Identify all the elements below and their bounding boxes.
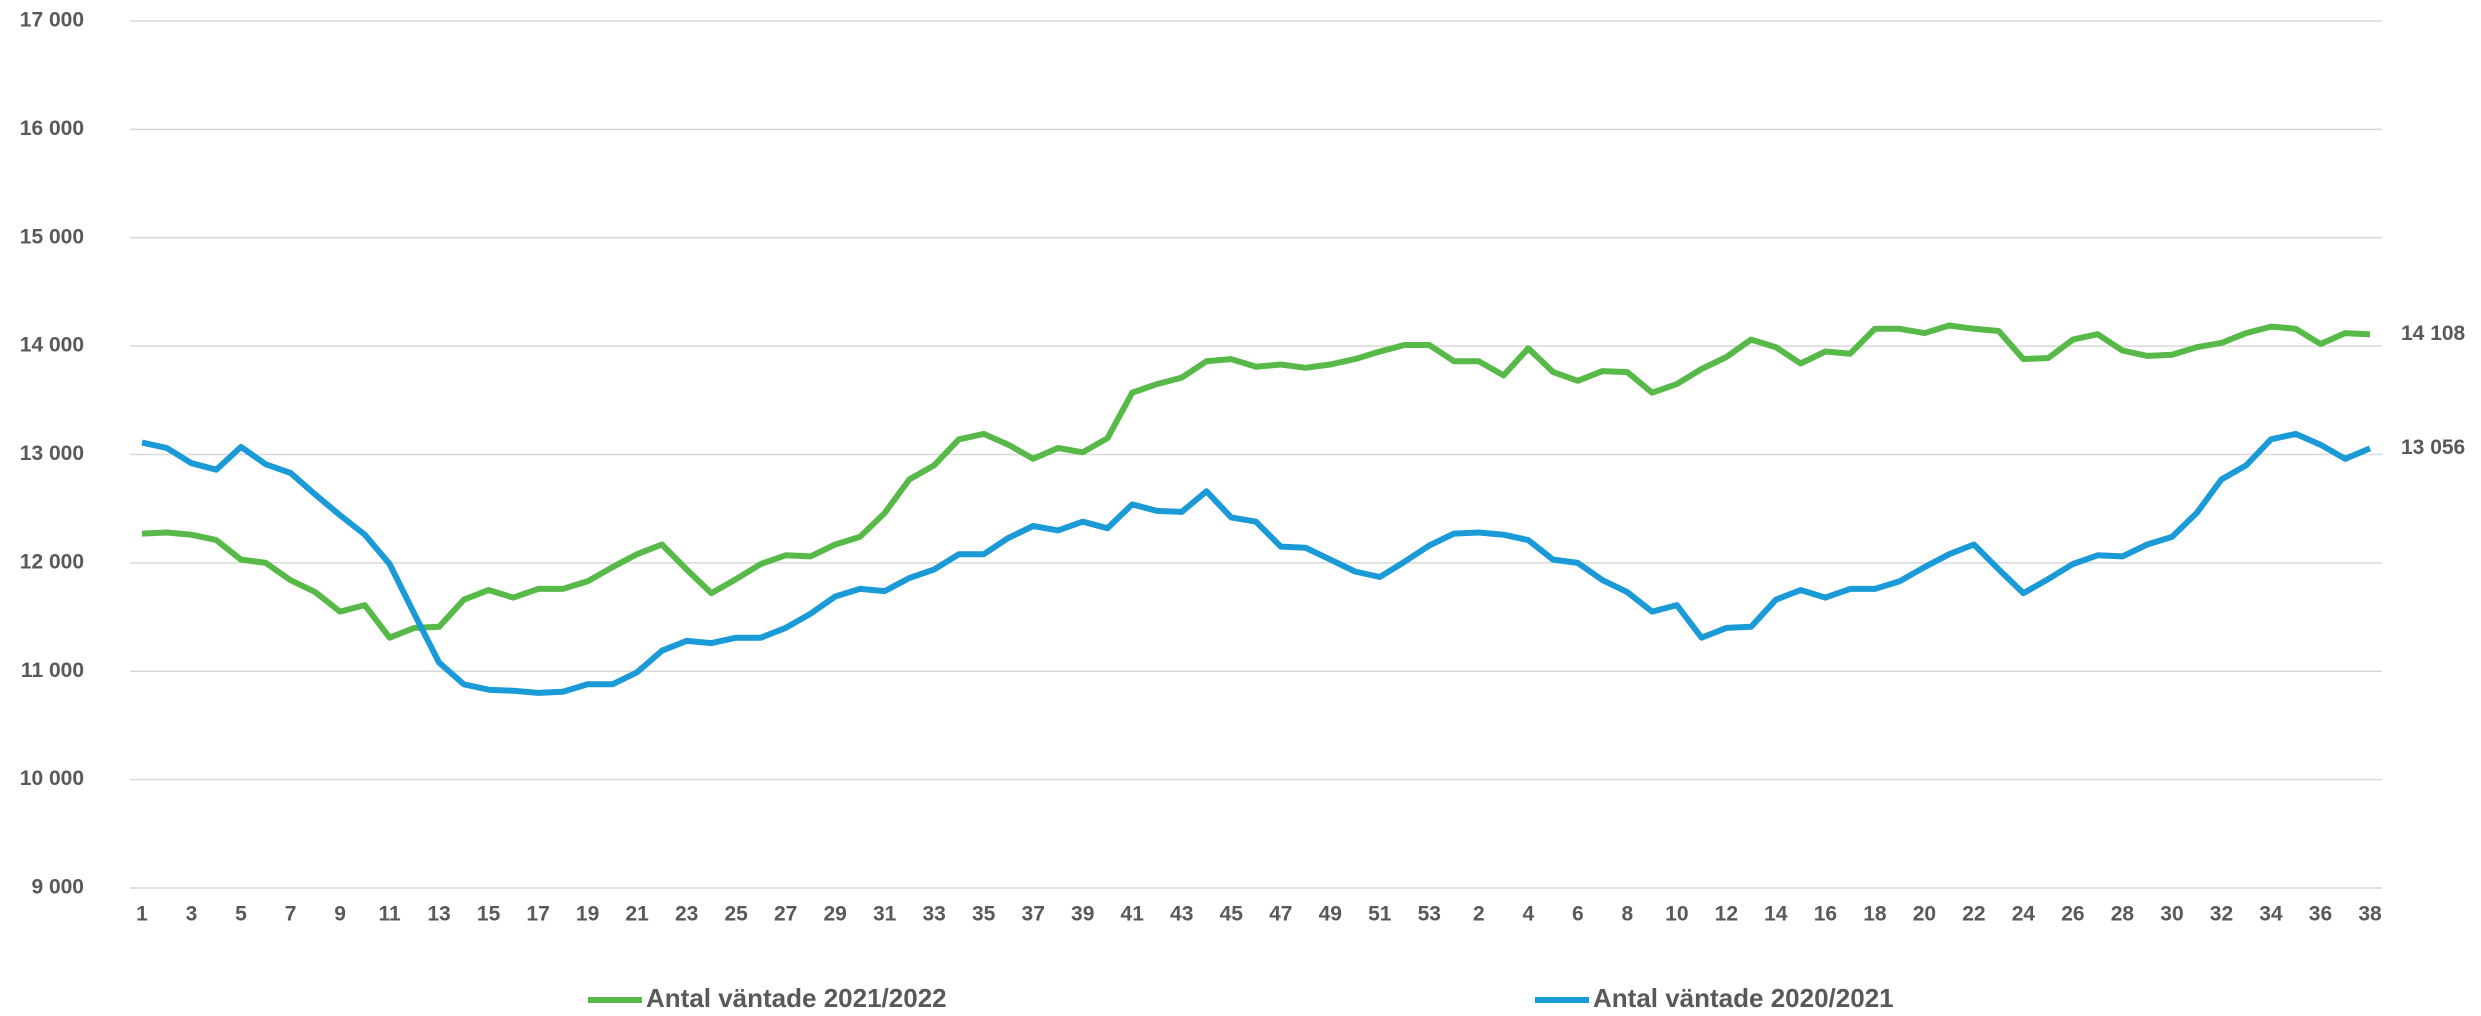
x-tick-label: 47 — [1269, 903, 1292, 926]
x-tick-label: 36 — [2309, 903, 2332, 926]
x-tick-label: 53 — [1418, 903, 1441, 926]
data-label: 14 108 — [2401, 322, 2466, 345]
x-tick-label: 13 — [427, 903, 450, 926]
x-tick-label: 4 — [1522, 903, 1534, 926]
series-line — [141, 322, 2371, 641]
x-tick-label: 32 — [2210, 903, 2233, 926]
x-tick-label: 19 — [576, 903, 599, 926]
x-tick-label: 12 — [1715, 903, 1738, 926]
x-tick-label: 1 — [136, 903, 148, 926]
x-tick-label: 45 — [1220, 903, 1244, 926]
x-tick-label: 30 — [2160, 903, 2183, 926]
series-line — [141, 430, 2372, 696]
x-tick-label: 17 — [526, 903, 549, 926]
legend-label: Antal väntade 2021/2022 — [646, 983, 947, 1013]
x-tick-label: 23 — [675, 903, 698, 926]
x-tick-label: 41 — [1121, 903, 1145, 926]
y-tick-label: 13 000 — [20, 442, 84, 465]
x-tick-label: 7 — [285, 903, 297, 926]
x-tick-label: 6 — [1572, 903, 1584, 926]
x-tick-label: 15 — [477, 903, 501, 926]
x-tick-label: 51 — [1368, 903, 1392, 926]
x-tick-label: 10 — [1665, 903, 1688, 926]
x-tick-label: 16 — [1814, 903, 1837, 926]
x-tick-label: 38 — [2358, 903, 2382, 926]
x-tick-label: 20 — [1913, 903, 1936, 926]
x-tick-label: 8 — [1621, 903, 1633, 926]
legend-label: Antal väntade 2020/2021 — [1593, 983, 1894, 1013]
x-tick-label: 9 — [334, 903, 346, 926]
x-tick-label: 43 — [1170, 903, 1193, 926]
x-tick-label: 37 — [1022, 903, 1045, 926]
x-tick-label: 25 — [724, 903, 748, 926]
x-tick-label: 3 — [186, 903, 198, 926]
y-tick-label: 16 000 — [20, 117, 84, 140]
y-tick-label: 12 000 — [20, 550, 84, 573]
x-tick-label: 2 — [1473, 903, 1485, 926]
y-tick-label: 15 000 — [20, 225, 84, 248]
x-tick-label: 26 — [2061, 903, 2084, 926]
x-tick-label: 27 — [774, 903, 797, 926]
x-tick-label: 34 — [2259, 903, 2283, 926]
x-tick-label: 35 — [972, 903, 996, 926]
x-tick-label: 29 — [823, 903, 846, 926]
y-tick-label: 14 000 — [20, 334, 84, 357]
x-tick-label: 39 — [1071, 903, 1094, 926]
x-tick-label: 14 — [1764, 903, 1788, 926]
x-tick-label: 49 — [1319, 903, 1342, 926]
data-label: 13 056 — [2401, 436, 2465, 459]
y-tick-label: 11 000 — [21, 659, 84, 682]
x-tick-label: 22 — [1962, 903, 1985, 926]
y-tick-label: 17 000 — [20, 9, 84, 32]
x-tick-label: 21 — [625, 903, 649, 926]
x-tick-label: 24 — [2012, 903, 2036, 926]
x-tick-label: 33 — [922, 903, 945, 926]
x-tick-label: 28 — [2111, 903, 2135, 926]
x-tick-label: 11 — [378, 903, 401, 926]
x-tick-label: 18 — [1863, 903, 1887, 926]
x-tick-label: 31 — [873, 903, 897, 926]
y-tick-label: 9 000 — [31, 876, 84, 899]
y-tick-label: 10 000 — [20, 767, 84, 790]
x-tick-label: 5 — [235, 903, 247, 926]
